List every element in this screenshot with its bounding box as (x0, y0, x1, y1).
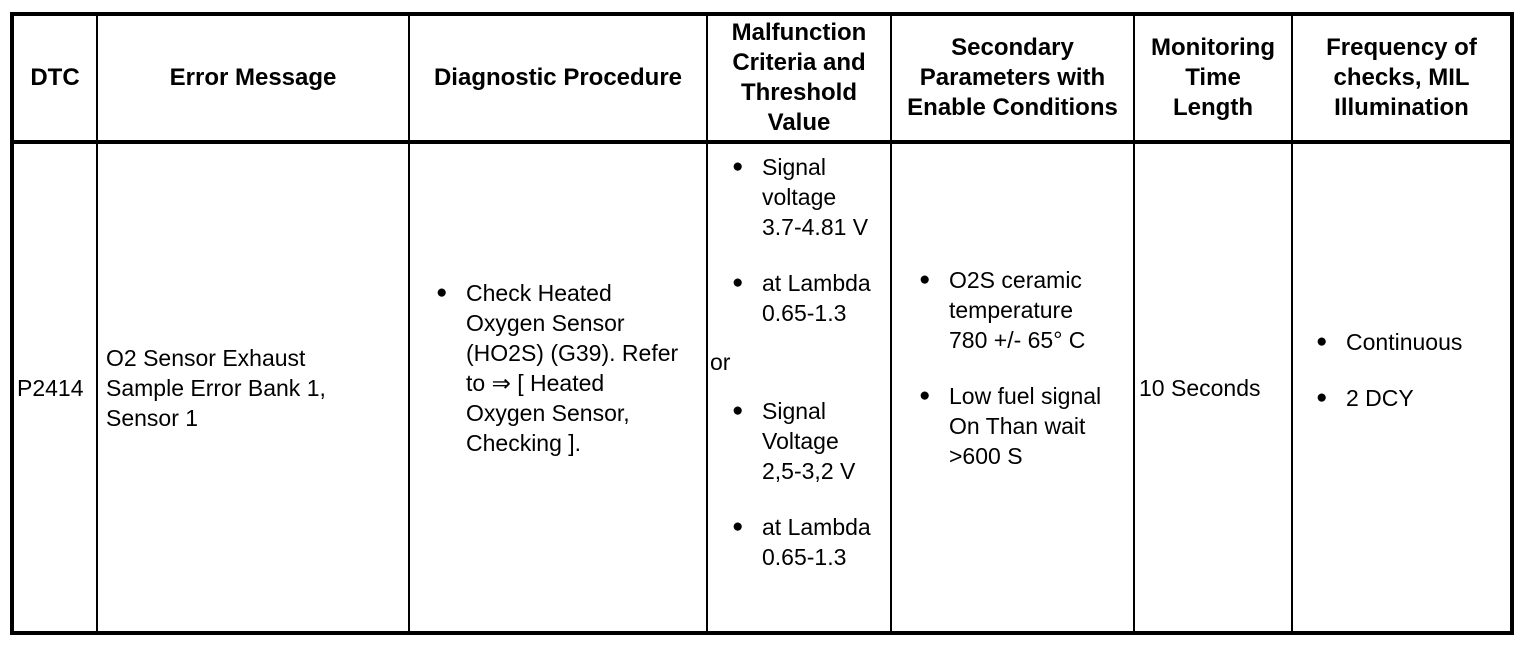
malfunction-criteria-text: at Lambda 0.65-1.3 (762, 270, 871, 326)
cell-monitoring-time: 10 Seconds (1133, 142, 1292, 633)
bullet-icon: ● (1316, 387, 1328, 408)
list-item: ● Low fuel signal On Than wait >600 S (919, 381, 1129, 471)
bullet-icon: ● (732, 156, 744, 177)
cell-frequency: ● Continuous ● 2 DCY (1291, 142, 1512, 633)
column-header-malfunction-criteria: Malfunction Criteria and Threshold Value (706, 14, 891, 144)
list-item: ● Signal voltage 3.7-4.81 V (732, 152, 888, 242)
bullet-icon: ● (919, 268, 931, 290)
column-header-diagnostic-procedure: Diagnostic Procedure (408, 14, 707, 144)
secondary-parameters-text: Low fuel signal On Than wait >600 S (949, 382, 1102, 469)
diagnostic-procedure-text: Check Heated Oxygen Sensor (HO2S) (G39).… (466, 279, 679, 456)
table-row: P2414 O2 Sensor Exhaust Sample Error Ban… (12, 142, 1512, 633)
bullet-icon: ● (732, 516, 744, 537)
malfunction-criteria-text: Signal Voltage 2,5-3,2 V (762, 398, 856, 484)
header-row: DTC Error Message Diagnostic Procedure M… (12, 14, 1512, 144)
cell-diagnostic-procedure: ● Check Heated Oxygen Sensor (HO2S) (G39… (408, 142, 707, 633)
list-item: ● O2S ceramic temperature 780 +/- 65° C (919, 265, 1129, 355)
list-item: ● at Lambda 0.65-1.3 (732, 512, 888, 572)
column-header-frequency: Frequency of checks, MIL Illumination (1291, 14, 1512, 144)
or-connector-text: or (710, 349, 731, 375)
bullet-icon: ● (919, 384, 931, 406)
cell-secondary-parameters: ● O2S ceramic temperature 780 +/- 65° C … (890, 142, 1134, 633)
cell-error-message: O2 Sensor Exhaust Sample Error Bank 1, S… (96, 142, 409, 633)
cell-dtc: P2414 (12, 142, 97, 633)
secondary-parameters-text: O2S ceramic temperature 780 +/- 65° C (949, 266, 1086, 353)
bullet-icon: ● (732, 272, 744, 293)
error-message-text: O2 Sensor Exhaust Sample Error Bank 1, S… (106, 344, 326, 431)
list-item: ● at Lambda 0.65-1.3 (732, 268, 888, 328)
malfunction-criteria-text: at Lambda 0.65-1.3 (762, 514, 871, 570)
list-item: ● Signal Voltage 2,5-3,2 V (732, 396, 888, 486)
list-item: ● 2 DCY (1316, 383, 1510, 413)
column-header-error-message: Error Message (96, 14, 409, 144)
column-header-dtc: DTC (12, 14, 97, 144)
column-header-monitoring-time: Monitoring Time Length (1133, 14, 1292, 144)
bullet-icon: ● (732, 400, 744, 421)
malfunction-criteria-text: Signal voltage 3.7-4.81 V (762, 154, 869, 240)
cell-malfunction-criteria: ● Signal voltage 3.7-4.81 V ● at Lambda … (706, 142, 891, 633)
bullet-icon: ● (1316, 331, 1328, 352)
list-item: ● Check Heated Oxygen Sensor (HO2S) (G39… (436, 278, 702, 458)
frequency-text: 2 DCY (1346, 385, 1414, 411)
monitoring-time-text: 10 Seconds (1139, 374, 1261, 401)
dtc-table: DTC Error Message Diagnostic Procedure M… (10, 12, 1514, 635)
frequency-text: Continuous (1346, 329, 1463, 355)
column-header-secondary-parameters: Secondary Parameters with Enable Conditi… (890, 14, 1134, 144)
bullet-icon: ● (436, 281, 448, 303)
dtc-code: P2414 (17, 374, 84, 401)
list-item: ● Continuous (1316, 327, 1510, 357)
